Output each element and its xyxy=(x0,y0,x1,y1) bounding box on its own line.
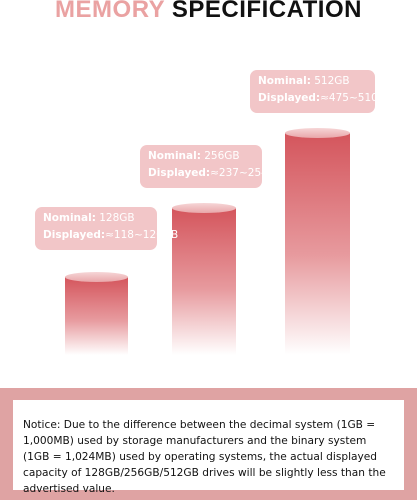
nominal: 256GB xyxy=(204,150,240,162)
title: MEMORY SPECIFICATION xyxy=(0,0,417,24)
cylinder xyxy=(65,272,128,355)
cylinders xyxy=(65,128,350,355)
nominal: 512GB xyxy=(314,75,350,87)
notice-frame: Notice: Due to the difference between th… xyxy=(0,388,417,500)
title-rest: SPECIFICATION xyxy=(171,0,362,23)
cylinder xyxy=(285,128,350,355)
label-box: Nominal: 128GB Displayed:≈118~126GB xyxy=(35,207,178,250)
nominal-label: Nominal: xyxy=(43,212,96,224)
displayed-label: Displayed: xyxy=(148,167,211,179)
displayed: ≈475~510GB xyxy=(320,92,394,104)
label-box: Nominal: 512GB Displayed:≈475~510GB xyxy=(250,70,393,113)
notice: Notice: Due to the difference between th… xyxy=(13,400,404,495)
title-highlight: MEMORY xyxy=(55,0,165,23)
cylinder xyxy=(172,203,236,355)
nominal-label: Nominal: xyxy=(258,75,311,87)
label-box: Nominal: 256GB Displayed:≈237~254GB xyxy=(140,145,283,188)
displayed-label: Displayed: xyxy=(258,92,321,104)
nominal: 128GB xyxy=(99,212,135,224)
displayed: ≈237~254GB xyxy=(210,167,284,179)
nominal-label: Nominal: xyxy=(148,150,201,162)
displayed: ≈118~126GB xyxy=(105,229,179,241)
displayed-label: Displayed: xyxy=(43,229,106,241)
